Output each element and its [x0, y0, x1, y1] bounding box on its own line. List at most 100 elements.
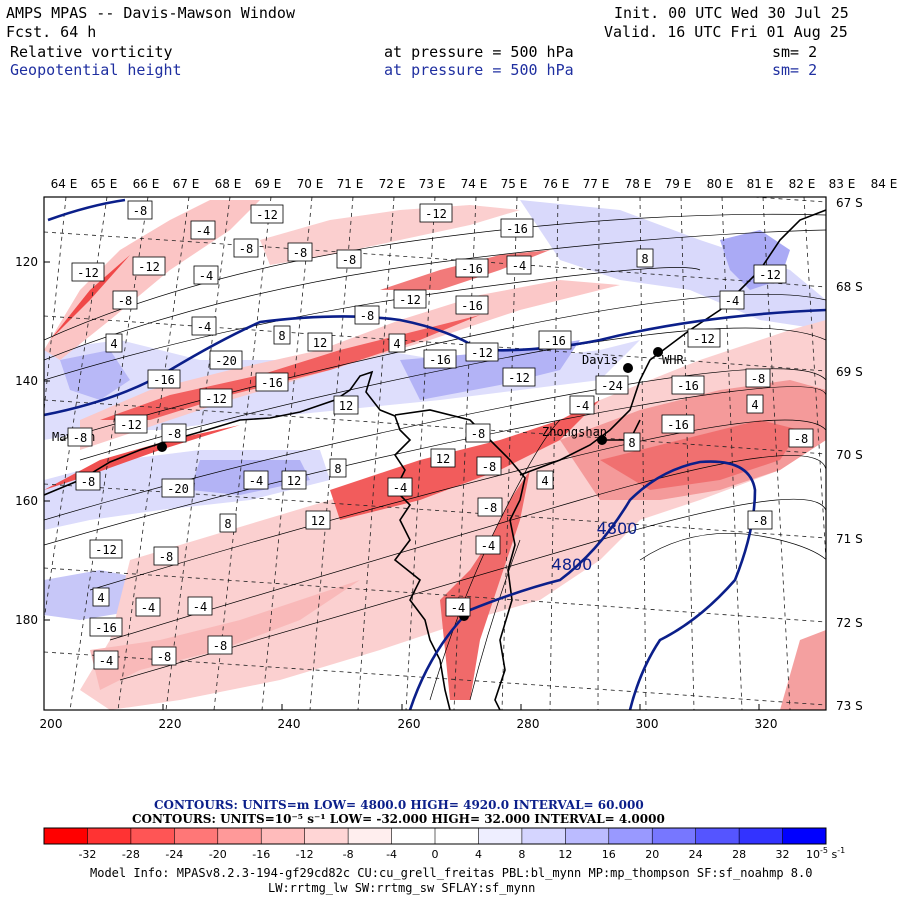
- colorbar-tick-label: 20: [645, 848, 659, 861]
- colorbar-swatch: [435, 828, 479, 844]
- vorticity-value-label: -4: [135, 597, 161, 617]
- colorbar-swatch: [130, 828, 175, 844]
- field2-name: Geopotential height: [10, 61, 182, 79]
- vorticity-value-label: 4: [746, 394, 764, 414]
- vorticity-value-label: -8: [112, 290, 138, 310]
- colorbar-swatch: [304, 828, 349, 844]
- right-latitude-label: 69 S: [836, 365, 863, 379]
- colorbar-tick-label: 32: [776, 848, 790, 861]
- svg-text:-4: -4: [141, 601, 155, 615]
- vorticity-value-label: -8: [745, 368, 771, 388]
- height-contour-label: 4800: [552, 555, 593, 574]
- top-longitude-label: 82 E: [789, 177, 816, 191]
- bottom-grid-label: 280: [517, 717, 540, 731]
- svg-text:-16: -16: [506, 222, 528, 236]
- svg-text:-4: -4: [481, 539, 495, 553]
- plot-frame: [43, 196, 827, 711]
- svg-text:-4: -4: [451, 601, 465, 615]
- svg-text:-20: -20: [167, 482, 189, 496]
- colorbar-tick-label: -4: [386, 848, 397, 861]
- top-longitude-label: 67 E: [173, 177, 200, 191]
- vorticity-label-layer: -8 -12 -12 -4 -16 -8 -8 -8 -12 -12 -16 -4 8 -4 -8 -12 -1…: [67, 200, 814, 670]
- svg-text:-4: -4: [197, 320, 211, 334]
- right-latitude-label: 70 S: [836, 448, 863, 462]
- top-longitude-label: 70 E: [297, 177, 324, 191]
- vorticity-value-label: -4: [190, 220, 216, 240]
- colorbar-tick-label: -32: [78, 848, 96, 861]
- colorbar-tick-label: -28: [122, 848, 140, 861]
- top-longitude-label: 74 E: [461, 177, 488, 191]
- vorticity-value-label: -8: [477, 497, 503, 517]
- svg-text:-16: -16: [544, 334, 566, 348]
- colorbar-swatch: [782, 828, 827, 844]
- svg-text:-8: -8: [239, 242, 253, 256]
- vorticity-value-label: -8: [747, 510, 773, 530]
- svg-text:8: 8: [224, 517, 231, 531]
- vorticity-value-label: -8: [476, 456, 502, 476]
- vorticity-value-label: -8: [207, 635, 233, 655]
- svg-text:-4: -4: [193, 600, 207, 614]
- svg-text:-12: -12: [205, 392, 227, 406]
- colorbar-swatch: [739, 828, 784, 844]
- svg-text:4: 4: [751, 398, 758, 412]
- colorbar-swatch: [348, 828, 393, 844]
- svg-text:-12: -12: [425, 207, 447, 221]
- right-latitude-label: 67 S: [836, 196, 863, 210]
- svg-text:-4: -4: [725, 294, 739, 308]
- vorticity-value-label: -8: [336, 249, 362, 269]
- svg-text:4: 4: [393, 337, 400, 351]
- svg-text:-8: -8: [471, 427, 485, 441]
- vorticity-value-label: -8: [151, 646, 177, 666]
- field1-pressure: at pressure = 500 hPa: [384, 43, 574, 61]
- svg-text:-8: -8: [118, 294, 132, 308]
- colorbar-swatch: [478, 828, 523, 844]
- plot-title: AMPS MPAS -- Davis-Mawson Window: [6, 4, 295, 22]
- vorticity-value-label: -8: [67, 427, 93, 447]
- vorticity-contours: [44, 213, 826, 701]
- station-marker: [597, 435, 607, 445]
- station-name-label: Zhongshan: [542, 425, 607, 439]
- colorbar-swatch: [44, 828, 88, 844]
- colorbar-swatch: [652, 828, 697, 844]
- svg-text:-8: -8: [293, 246, 307, 260]
- field1-name: Relative vorticity: [10, 43, 173, 61]
- vorticity-value-label: -16: [455, 295, 489, 315]
- vorticity-value-label: 12: [333, 395, 359, 415]
- vorticity-value-label: -12: [114, 414, 148, 434]
- vorticity-value-label: -8: [161, 423, 187, 443]
- colorbar-tick-label: 28: [732, 848, 746, 861]
- forecast-hour: Fcst. 64 h: [6, 23, 97, 41]
- top-longitude-label: 65 E: [91, 177, 118, 191]
- top-longitude-label: 64 E: [51, 177, 78, 191]
- svg-text:-12: -12: [508, 371, 530, 385]
- vorticity-value-label: 4: [536, 470, 554, 490]
- vorticity-value-label: -8: [127, 200, 153, 220]
- station-marker: [157, 442, 167, 452]
- vorticity-value-label: -12: [753, 264, 787, 284]
- top-longitude-label: 72 E: [379, 177, 406, 191]
- colorbar: -32 -28 -24 -20 -16 -12 -8 -4 0 4 8 12 16 20 24 28 32 10-…: [43, 827, 845, 861]
- colorbar-tick-label: -20: [209, 848, 227, 861]
- vorticity-value-label: -16: [147, 369, 181, 389]
- vorticity-value-label: 12: [307, 332, 333, 352]
- svg-text:-8: -8: [159, 550, 173, 564]
- colorbar-tick-label: 12: [558, 848, 572, 861]
- top-longitude-label: 66 E: [133, 177, 160, 191]
- top-longitude-label: 69 E: [255, 177, 282, 191]
- vorticity-value-label: 4: [105, 333, 123, 353]
- top-longitude-label: 73 E: [419, 177, 446, 191]
- colorbar-swatch: [695, 828, 740, 844]
- svg-text:-16: -16: [461, 299, 483, 313]
- station-marker: [623, 363, 633, 373]
- svg-text:-8: -8: [133, 204, 147, 218]
- vorticity-value-label: -4: [243, 470, 269, 490]
- svg-text:8: 8: [334, 462, 341, 476]
- vorticity-value-label: 8: [273, 325, 291, 345]
- vorticity-value-label: -4: [191, 316, 217, 336]
- svg-text:4: 4: [97, 591, 104, 605]
- svg-text:-8: -8: [73, 431, 87, 445]
- model-info-line2: LW:rrtmg_lw SW:rrtmg_sw SFLAY:sf_mynn: [268, 881, 536, 895]
- colorbar-tick-label: 8: [518, 848, 525, 861]
- svg-text:-8: -8: [482, 460, 496, 474]
